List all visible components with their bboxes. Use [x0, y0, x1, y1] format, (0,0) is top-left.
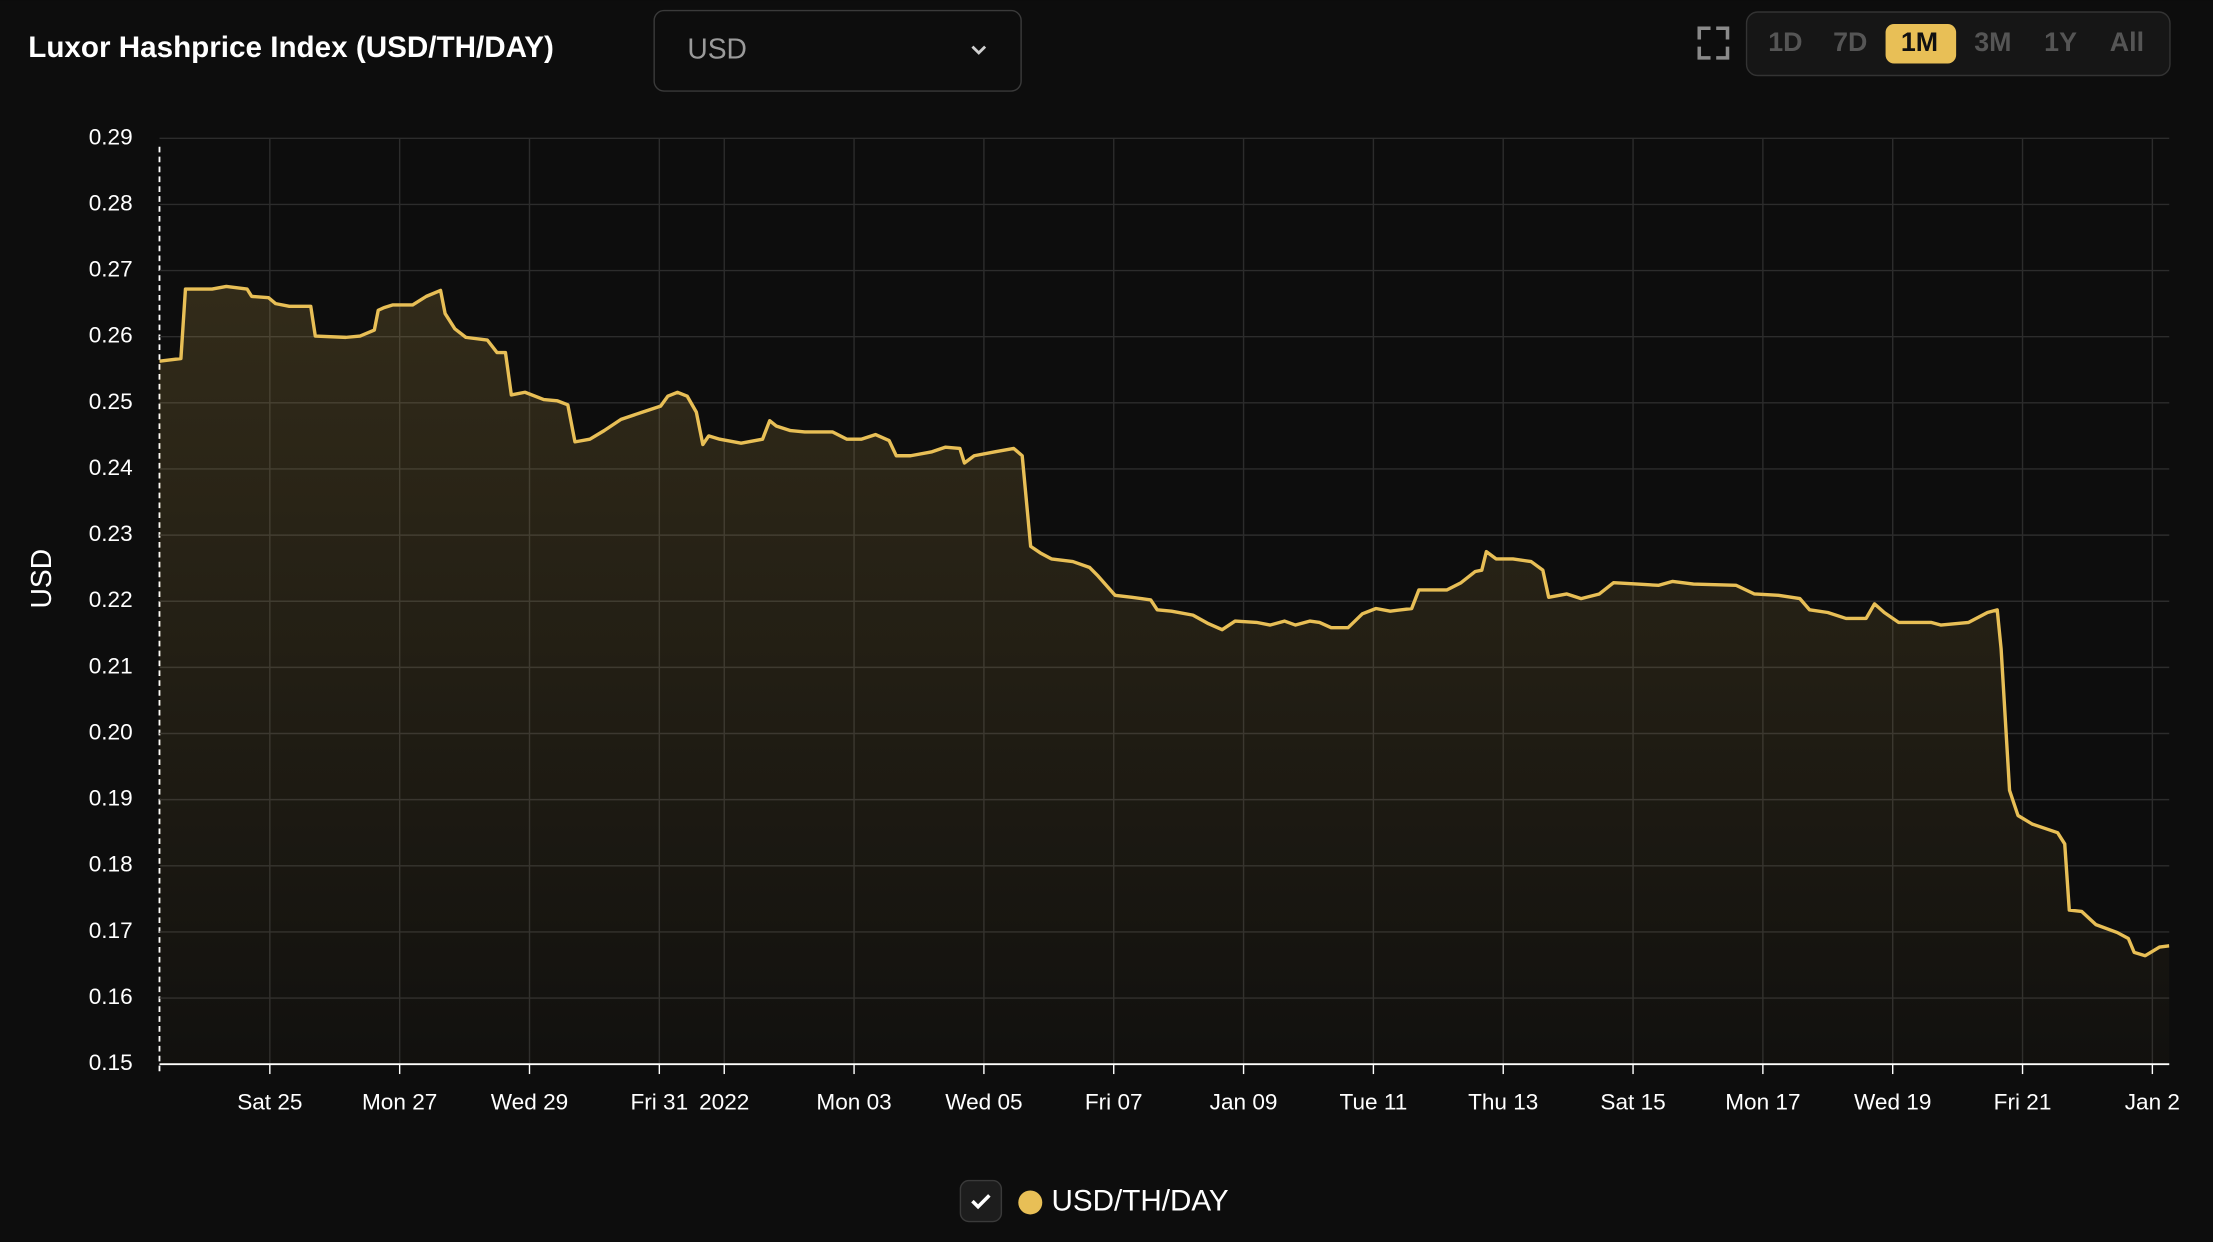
x-tick-label: Fri 31	[630, 1090, 688, 1115]
range-button[interactable]: 1Y	[2044, 27, 2077, 57]
range-button-active[interactable]	[1885, 23, 1957, 64]
y-tick-label: 0.19	[89, 786, 133, 811]
dropdown-chevron[interactable]	[971, 45, 987, 55]
x-tick-label: Mon 27	[362, 1090, 437, 1115]
y-tick-label: 0.20	[89, 719, 133, 744]
y-tick-label: 0.23	[89, 521, 133, 546]
y-tick-label: 0.24	[89, 455, 133, 480]
y-tick-label: 0.25	[89, 389, 133, 414]
y-tick-label: 0.21	[89, 653, 133, 678]
x-tick-label: Wed 05	[945, 1090, 1022, 1115]
y-tick-label: 0.22	[89, 587, 133, 612]
legend-swatch[interactable]	[1018, 1190, 1043, 1215]
x-tick-label: Mon 03	[816, 1090, 891, 1115]
x-tick-label: Tue 11	[1340, 1090, 1408, 1115]
check-mark[interactable]	[971, 1194, 991, 1210]
x-tick-label: Sat 15	[1600, 1090, 1665, 1115]
range-group	[1745, 11, 2171, 77]
y-tick-label: 0.26	[89, 323, 133, 348]
x-tick-label: Mon 17	[1725, 1090, 1800, 1115]
y-tick-label: 0.16	[89, 984, 133, 1009]
currency-dropdown[interactable]: USD	[653, 9, 1022, 92]
x-tick-label: Fri 07	[1085, 1090, 1143, 1115]
x-tick-label: Wed 29	[491, 1090, 568, 1115]
x-tick-label: Jan 09	[1210, 1090, 1278, 1115]
dropdown-value[interactable]: USD	[687, 32, 747, 64]
legend-checkbox[interactable]	[959, 1179, 1003, 1223]
y-tick-label: 0.17	[89, 918, 133, 943]
dropdown-box[interactable]	[653, 9, 1022, 92]
plot-area	[159, 284, 2170, 1065]
range-button[interactable]: All	[2110, 27, 2144, 57]
y-tick-label: 0.28	[89, 190, 133, 215]
range-button[interactable]: 7D	[1833, 27, 1867, 57]
y-axis-label: USD	[25, 549, 57, 609]
x-tick-label: Sat 25	[237, 1090, 302, 1115]
x-tick-label: 2022	[699, 1090, 749, 1115]
range-button[interactable]: 1M	[1901, 27, 1938, 57]
y-tick-label: 0.27	[89, 257, 133, 282]
y-tick-label: 0.15	[89, 1050, 133, 1075]
y-tick-label: 0.29	[89, 124, 133, 149]
series-area	[159, 286, 2170, 1065]
series-line	[159, 284, 2170, 958]
range-button[interactable]: 1D	[1768, 27, 1802, 57]
y-tick-label: 0.18	[89, 852, 133, 877]
x-tick-label: Wed 19	[1854, 1090, 1931, 1115]
x-tick-label: Jan 2	[2125, 1090, 2180, 1115]
fullscreen-icon[interactable]	[1697, 26, 1730, 60]
range-button[interactable]: 3M	[1974, 27, 2011, 57]
legend-label[interactable]: USD/TH/DAY	[1051, 1184, 1228, 1217]
x-tick-label: Fri 21	[1994, 1090, 2052, 1115]
x-tick-label: Thu 13	[1468, 1090, 1538, 1115]
chart-title: Luxor Hashprice Index (USD/TH/DAY)	[28, 31, 554, 64]
